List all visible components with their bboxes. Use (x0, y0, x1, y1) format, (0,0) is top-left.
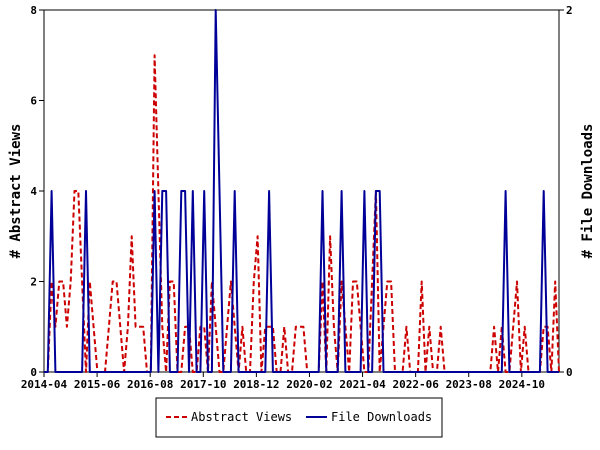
x-tick-label: 2023-08 (446, 378, 492, 391)
x-tick-label: 2017-10 (180, 378, 226, 391)
series-layer (44, 9, 560, 373)
y-left-axis-ticks: 0 2 4 6 8 (30, 4, 44, 379)
y-left-tick-label: 2 (30, 276, 37, 289)
y-left-tick-label: 8 (30, 4, 37, 17)
x-axis-ticks: 2014-04 2015-06 2016-08 2017-10 2018-12 2020-… (21, 372, 545, 391)
x-tick-label: 2020-02 (286, 378, 332, 391)
y-left-tick-label: 0 (30, 366, 37, 379)
x-tick-label: 2022-06 (392, 378, 439, 391)
legend-box (155, 397, 443, 438)
y-right-axis-title: # File Downloads (580, 124, 596, 259)
plot-area (43, 9, 560, 373)
x-tick-label: 2015-06 (74, 378, 121, 391)
legend: Abstract Views File Downloads (155, 397, 443, 438)
x-tick-label: 2018-12 (233, 378, 279, 391)
legend-label-abstract-views: Abstract Views (191, 410, 292, 424)
y-left-axis-title: # Abstract Views (8, 124, 24, 259)
x-tick-label: 2016-08 (127, 378, 173, 391)
x-tick-label: 2024-10 (499, 378, 545, 391)
legend-label-file-downloads: File Downloads (331, 410, 432, 424)
y-right-axis-ticks: 02 (559, 4, 573, 379)
series-line-file-downloads (44, 9, 559, 373)
y-left-tick-label: 4 (30, 185, 37, 198)
x-tick-label: 2021-04 (339, 378, 386, 391)
y-right-tick-label: 0 (566, 366, 573, 379)
x-tick-label: 2014-04 (21, 378, 68, 391)
y-left-tick-label: 6 (30, 95, 37, 108)
y-right-tick-label: 2 (566, 4, 573, 17)
